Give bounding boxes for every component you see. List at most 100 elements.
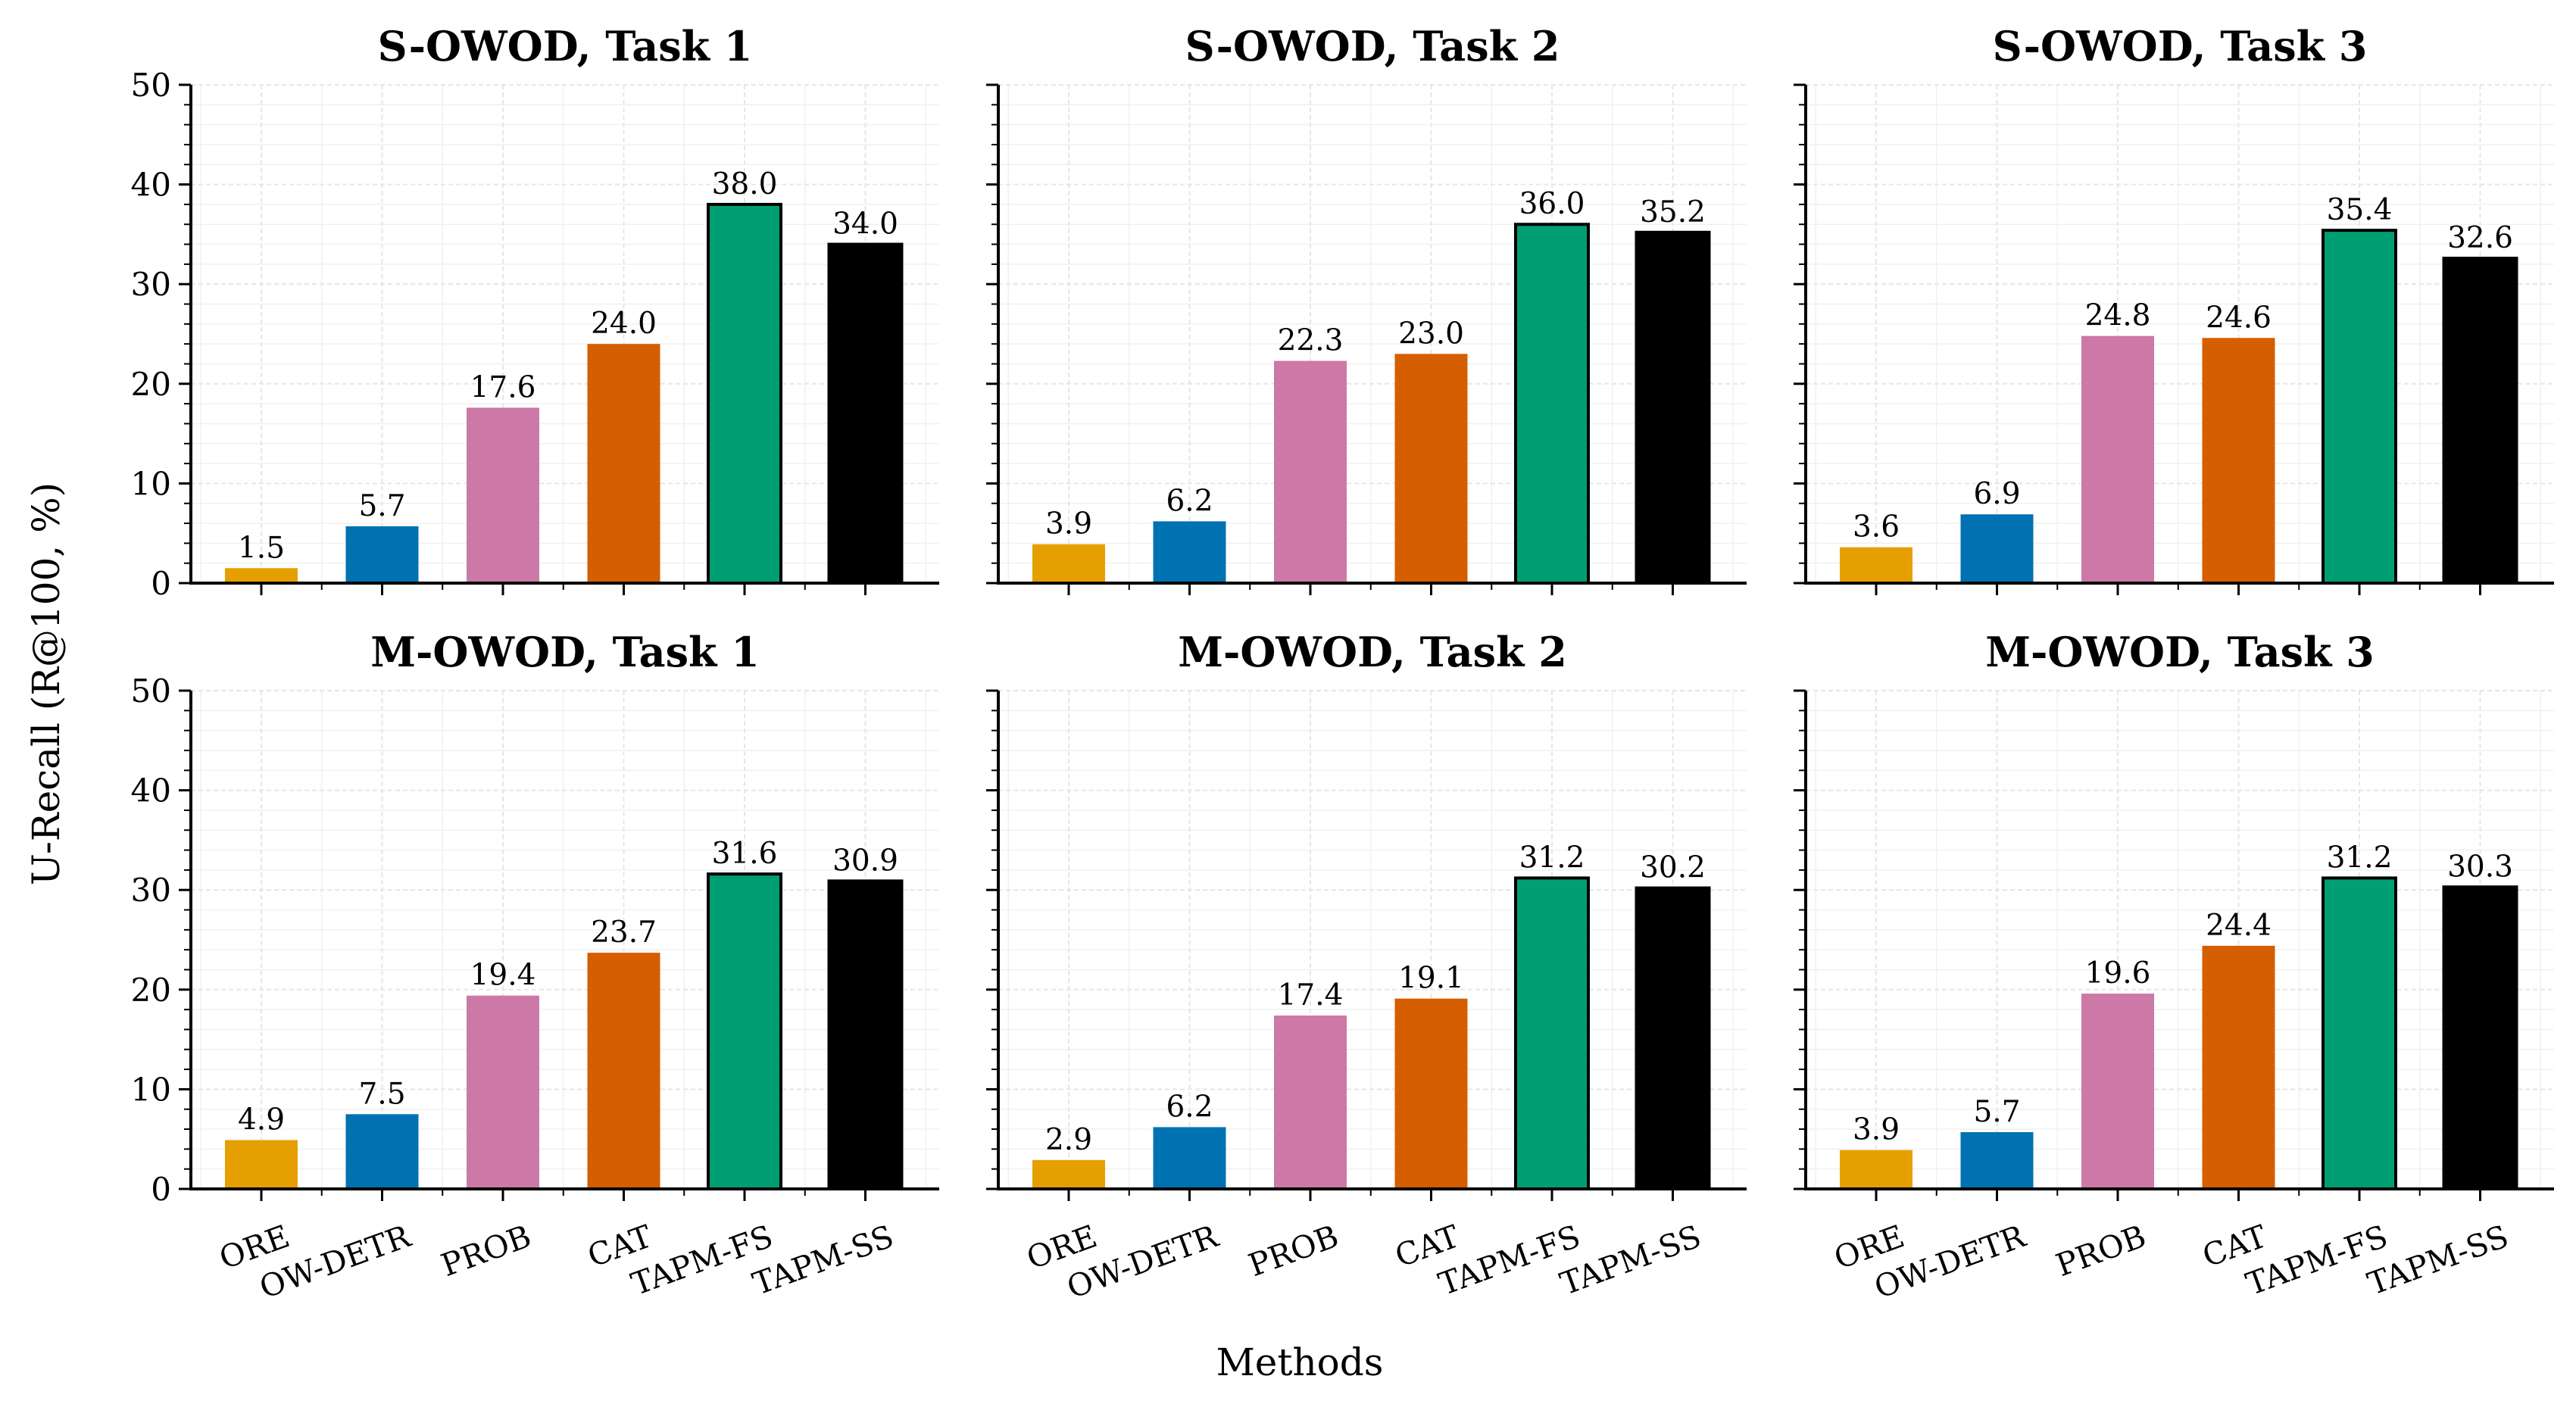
bar-value-label: 31.2 bbox=[1519, 841, 1585, 875]
y-tick-label: 10 bbox=[131, 1071, 171, 1108]
x-tick-label-tapm-ss: TAPM-SS bbox=[1556, 1218, 1706, 1302]
bar-ow-detr bbox=[1153, 521, 1226, 583]
bar-value-label: 6.2 bbox=[1166, 484, 1213, 518]
bar-ow-detr bbox=[1960, 514, 2034, 583]
chart-title: S-OWOD, Task 2 bbox=[1185, 22, 1560, 70]
bar-tapm-ss bbox=[1635, 230, 1711, 585]
bar-ow-detr bbox=[345, 526, 419, 583]
bar-ore bbox=[1032, 544, 1105, 583]
bar-tapm-fs bbox=[707, 202, 782, 585]
bar-value-label: 30.9 bbox=[832, 844, 898, 878]
bar-value-label: 31.2 bbox=[2327, 841, 2393, 875]
bar-prob bbox=[1274, 1016, 1347, 1189]
bar-value-label: 23.0 bbox=[1398, 317, 1464, 351]
bar-value-label: 2.9 bbox=[1045, 1123, 1092, 1157]
chart-panel-4: 4.97.519.423.731.6 30.901020304050OREOW-D… bbox=[131, 628, 939, 1306]
bar-value-label: 17.6 bbox=[470, 370, 536, 404]
bar-value-label: 3.9 bbox=[1853, 1113, 1900, 1147]
bar-tapm-ss bbox=[2442, 885, 2518, 1190]
chart-title: S-OWOD, Task 3 bbox=[1993, 22, 2368, 70]
bar-value-label: 24.8 bbox=[2085, 299, 2151, 333]
bar-ore bbox=[1840, 1150, 1912, 1189]
bar-value-label: 5.7 bbox=[1973, 1095, 2020, 1129]
x-tick-label-prob: PROB bbox=[2051, 1218, 2150, 1284]
x-tick-label-tapm-ss: TAPM-SS bbox=[2363, 1218, 2513, 1302]
x-tick-label-tapm-fs: TAPM-FS bbox=[1434, 1218, 1585, 1303]
bar-value-label: 35.4 bbox=[2327, 193, 2393, 227]
bar-value-label: 30.2 bbox=[1640, 851, 1706, 885]
panels: 1.5 5.7 17.6 24.0 38.0 34.0 0 10 20 30 40 50 S-OWOD,… bbox=[131, 22, 2554, 1306]
y-tick-label: 0 bbox=[151, 565, 171, 602]
bar-value-label: 1.5 bbox=[238, 531, 285, 565]
bar-value-label: 19.1 bbox=[1398, 962, 1464, 996]
bar-ow-detr bbox=[1153, 1127, 1226, 1189]
bar-value-label: 32.6 bbox=[2447, 221, 2513, 255]
bar-tapm-fs bbox=[2322, 876, 2397, 1190]
bar-value-label: 6.2 bbox=[1166, 1090, 1213, 1124]
y-tick-label: 50 bbox=[131, 67, 171, 104]
bar-value-label: 35.2 bbox=[1640, 195, 1706, 229]
y-tick-label: 20 bbox=[131, 366, 171, 403]
bar-tapm-ss bbox=[827, 242, 904, 585]
chart-panel-1: 1.5 5.7 17.6 24.0 38.0 34.0 0 10 20 30 40 50 S-OWOD,… bbox=[131, 22, 939, 602]
chart-panel-2: 3.9 6.2 22.3 23.0 36.0 35.2 S-OWOD, Task 2 bbox=[986, 22, 1747, 595]
chart-panel-3: 3.6 6.9 24.8 24.6 35.4 32.6 S-OWOD, Task 3 bbox=[1794, 22, 2554, 595]
bar-prob bbox=[467, 995, 539, 1189]
bar-ore bbox=[1032, 1159, 1105, 1189]
bar-value-label: 38.0 bbox=[712, 167, 778, 201]
chart-title: M-OWOD, Task 3 bbox=[1985, 628, 2375, 676]
y-tick-label: 10 bbox=[131, 465, 171, 502]
bar-tapm-ss bbox=[1635, 886, 1711, 1190]
bar-prob bbox=[2081, 994, 2154, 1189]
bar-ore bbox=[1840, 547, 1912, 583]
bar-prob bbox=[467, 407, 539, 583]
bar-tapm-fs bbox=[1514, 223, 1590, 585]
bar-value-label: 30.3 bbox=[2447, 850, 2513, 884]
bar-value-label: 5.7 bbox=[358, 489, 405, 523]
chart-title: S-OWOD, Task 1 bbox=[378, 22, 753, 70]
x-tick-label-tapm-ss: TAPM-SS bbox=[748, 1218, 898, 1302]
y-tick-label: 40 bbox=[131, 167, 171, 204]
bar-value-label: 24.6 bbox=[2206, 301, 2272, 335]
bar-value-label: 34.0 bbox=[832, 207, 898, 242]
bar-cat bbox=[2202, 338, 2275, 583]
bar-value-label: 31.6 bbox=[712, 837, 778, 871]
bar-value-label: 23.7 bbox=[591, 916, 657, 950]
x-tick-label-prob: PROB bbox=[436, 1218, 535, 1284]
y-tick-label: 20 bbox=[131, 972, 171, 1009]
bar-cat bbox=[1394, 354, 1468, 583]
bar-value-label: 4.9 bbox=[238, 1103, 285, 1137]
x-axis-label: Methods bbox=[1216, 1340, 1384, 1384]
x-tick-label-tapm-fs: TAPM-FS bbox=[626, 1218, 777, 1303]
y-axis-label: U-Recall (R@100, %) bbox=[24, 482, 68, 885]
bar-value-label: 24.4 bbox=[2206, 909, 2272, 943]
bar-value-label: 3.6 bbox=[1853, 510, 1900, 544]
bar-prob bbox=[1274, 360, 1347, 583]
y-tick-label: 30 bbox=[131, 872, 171, 909]
bar-tapm-ss bbox=[2442, 256, 2518, 585]
bar-value-label: 36.0 bbox=[1519, 187, 1585, 221]
bar-cat bbox=[587, 344, 660, 583]
bar-cat bbox=[2202, 945, 2275, 1189]
bar-cat bbox=[1394, 998, 1468, 1189]
bar-tapm-fs bbox=[2322, 229, 2397, 585]
bar-tapm-ss bbox=[827, 879, 904, 1190]
y-tick-label: 50 bbox=[131, 672, 171, 710]
bar-value-label: 22.3 bbox=[1278, 324, 1344, 358]
bar-ow-detr bbox=[345, 1114, 419, 1189]
bar-tapm-fs bbox=[707, 872, 782, 1191]
bar-cat bbox=[587, 953, 660, 1189]
bar-value-label: 19.6 bbox=[2085, 956, 2151, 991]
bar-ow-detr bbox=[1960, 1131, 2034, 1189]
y-tick-label: 0 bbox=[151, 1171, 171, 1208]
bar-value-label: 7.5 bbox=[358, 1077, 405, 1111]
bar-prob bbox=[2081, 335, 2154, 583]
chart-title: M-OWOD, Task 2 bbox=[1178, 628, 1567, 676]
y-tick-label: 40 bbox=[131, 772, 171, 810]
bar-value-label: 6.9 bbox=[1973, 477, 2020, 511]
bar-ore bbox=[225, 568, 298, 583]
bar-value-label: 19.4 bbox=[470, 959, 536, 993]
y-tick-label: 30 bbox=[131, 266, 171, 303]
